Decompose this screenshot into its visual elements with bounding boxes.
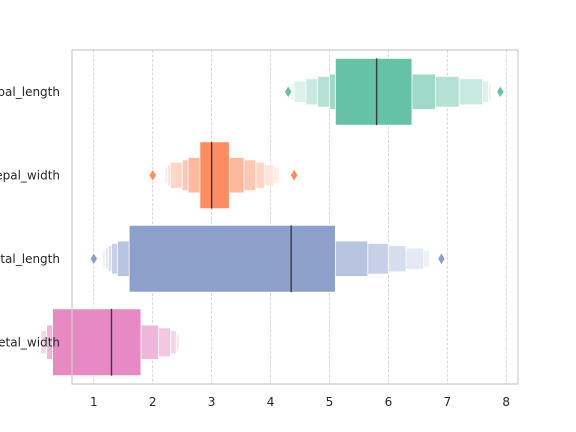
outlier-sepal_width-0: [148, 168, 157, 182]
category-label-petal_width: petal_width: [0, 335, 60, 349]
outlier-sepal_length-1: [496, 85, 505, 99]
category-label-sepal_length: sepal_length: [0, 85, 60, 99]
x-tick-label-3: 3: [208, 395, 216, 409]
box-sepal_width-level-0: [199, 141, 230, 210]
box-petal_width-level-0: [52, 308, 142, 377]
boxen-petal_length: [89, 224, 446, 293]
category-label-sepal_width: sepal_width: [0, 168, 60, 182]
x-tick-label-4: 4: [267, 395, 275, 409]
outlier-sepal_width-1: [290, 168, 299, 182]
boxen-sepal_length: [284, 57, 505, 126]
plot-frame: [71, 49, 519, 385]
outlier-petal_length-0: [89, 252, 98, 266]
box-petal_length-level-0: [128, 224, 336, 293]
x-tick-label-6: 6: [385, 395, 393, 409]
x-axis-ticks: 1 2 3 4 5 6 7 8: [90, 395, 510, 409]
boxen-sepal_width: [148, 141, 299, 210]
x-tick-label-8: 8: [502, 395, 510, 409]
x-tick-label-2: 2: [149, 395, 157, 409]
boxen-plot-area: [40, 57, 505, 377]
boxen-petal_width: [40, 308, 180, 377]
x-tick-label-1: 1: [90, 395, 98, 409]
x-tick-label-7: 7: [443, 395, 451, 409]
outlier-petal_length-1: [437, 252, 446, 266]
category-label-petal_length: petal_length: [0, 252, 60, 266]
box-sepal_length-level-0: [334, 57, 413, 126]
y-axis-categories: sepal_length sepal_width petal_lengthpetal…: [0, 85, 60, 350]
outlier-sepal_length-0: [284, 85, 293, 99]
x-tick-label-5: 5: [326, 395, 334, 409]
